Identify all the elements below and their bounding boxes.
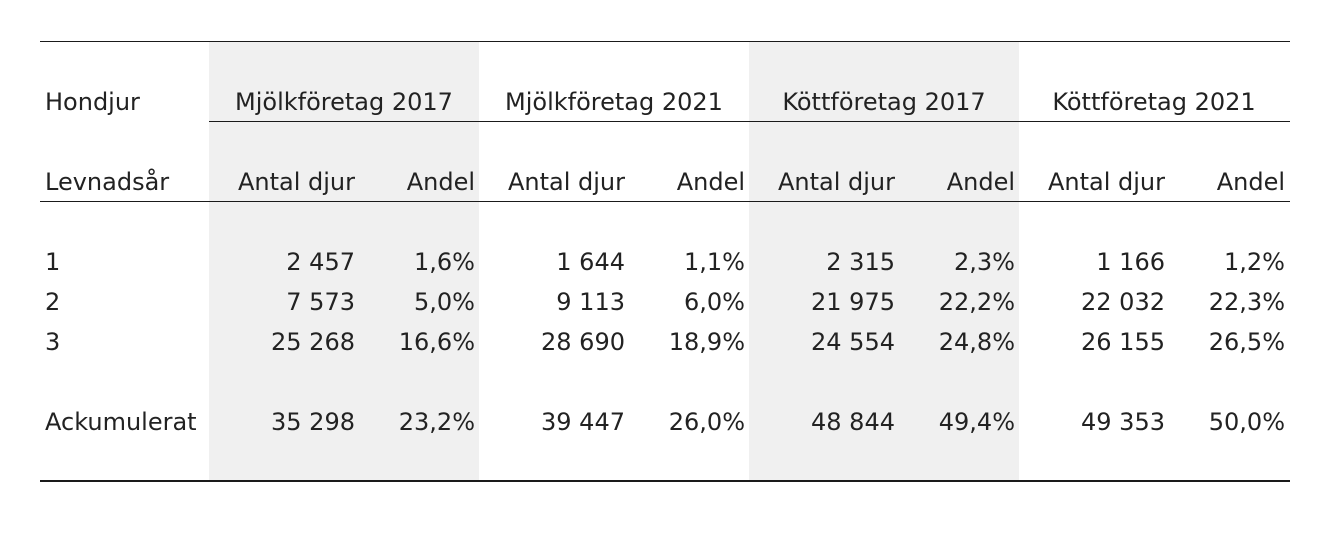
top-rule <box>40 41 1290 42</box>
table-cell: 25 268 <box>271 328 355 356</box>
table-cell: 2 315 <box>826 248 895 276</box>
column-header-andel: Andel <box>406 168 475 196</box>
row-header-label: Levnadsår <box>45 168 170 196</box>
column-header-antal: Antal djur <box>237 168 355 196</box>
shaded-column-band <box>749 42 1019 481</box>
table-cell: 35 298 <box>271 408 355 436</box>
table-cell: 24,8% <box>938 328 1015 356</box>
table-cell: 16,6% <box>398 328 475 356</box>
table-cell: 2 457 <box>286 248 355 276</box>
table-cell: 5,0% <box>414 288 475 316</box>
header-bottom-rule <box>40 201 1290 202</box>
table-cell: 50,0% <box>1208 408 1285 436</box>
column-header-antal: Antal djur <box>1047 168 1165 196</box>
table-cell: 1,6% <box>414 248 475 276</box>
table-row-label: 2 <box>45 288 61 316</box>
table-cell: 24 554 <box>811 328 895 356</box>
table-cell: 22 032 <box>1081 288 1165 316</box>
group-label-mjolk-2021: Mjölkföretag 2021 <box>505 88 723 116</box>
table-cell: 2,3% <box>954 248 1015 276</box>
table-row-label: 1 <box>45 248 61 276</box>
table-cell: 49 353 <box>1081 408 1165 436</box>
table-cell: 26,0% <box>668 408 745 436</box>
group-label-kott-2021: Köttföretag 2021 <box>1052 88 1256 116</box>
table-cell: 39 447 <box>541 408 625 436</box>
table-cell: 1,1% <box>684 248 745 276</box>
group-header-label: Hondjur <box>45 88 140 116</box>
table-cell: 9 113 <box>556 288 625 316</box>
column-header-antal: Antal djur <box>777 168 895 196</box>
table-cell: 1,2% <box>1224 248 1285 276</box>
table-cell: 26,5% <box>1208 328 1285 356</box>
bottom-rule <box>40 480 1290 482</box>
group-header-underline <box>209 121 1290 122</box>
group-label-mjolk-2017: Mjölkföretag 2017 <box>235 88 453 116</box>
table-cell: 49,4% <box>938 408 1015 436</box>
table-cell: 1 644 <box>556 248 625 276</box>
shaded-column-band <box>209 42 479 481</box>
column-header-antal: Antal djur <box>507 168 625 196</box>
table-cell: 26 155 <box>1081 328 1165 356</box>
table-cell: 7 573 <box>286 288 355 316</box>
table-cell: 23,2% <box>398 408 475 436</box>
table-cell: 1 166 <box>1096 248 1165 276</box>
table-cell: 28 690 <box>541 328 625 356</box>
column-header-andel: Andel <box>1216 168 1285 196</box>
column-header-andel: Andel <box>676 168 745 196</box>
table-cell: 22,3% <box>1208 288 1285 316</box>
table-cell: 6,0% <box>684 288 745 316</box>
column-header-andel: Andel <box>946 168 1015 196</box>
table-row-label: 3 <box>45 328 61 356</box>
table-cell: 18,9% <box>668 328 745 356</box>
table-cell: 22,2% <box>938 288 1015 316</box>
table-row-label: Ackumulerat <box>45 408 197 436</box>
table-cell: 21 975 <box>811 288 895 316</box>
table-cell: 48 844 <box>811 408 895 436</box>
group-label-kott-2017: Köttföretag 2017 <box>782 88 986 116</box>
